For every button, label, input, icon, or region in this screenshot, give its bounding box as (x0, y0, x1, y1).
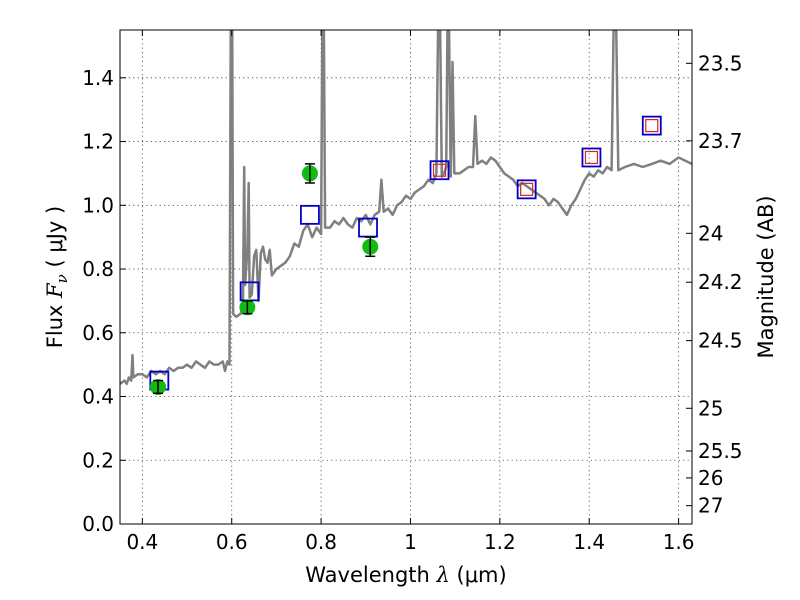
x-axis-label: Wavelength λ (μm) (305, 563, 506, 587)
model-band-square (581, 147, 602, 168)
y-tick-label: 0.6 (82, 321, 114, 345)
markers (149, 115, 662, 395)
mag-tick-label: 24.2 (698, 270, 743, 294)
y-tick-label: 0.0 (82, 512, 114, 536)
y-tick-label: 1.2 (82, 130, 114, 154)
mag-tick-label: 23.7 (698, 129, 743, 153)
model-spectrum-line (120, 30, 692, 386)
y-tick-label: 1.4 (82, 66, 114, 90)
x-tick-label: 1.6 (663, 530, 695, 554)
mag-tick-label: 26 (698, 466, 723, 490)
model-band-square (300, 204, 320, 225)
mag-tick-label: 25.5 (698, 439, 743, 463)
plot-frame (119, 29, 693, 525)
x-tick-label: 0.6 (216, 530, 248, 554)
ticks: 0.4 0.6 0.8 1 1.2 1.4 1.6 0.0 0.2 0.4 0.6 0.8 1.0 1.2… (82, 30, 743, 554)
x-tick-label: 0.4 (126, 530, 158, 554)
x-tick-label: 1.4 (573, 530, 605, 554)
mag-tick-label: 23.5 (698, 51, 743, 75)
mag-tick-label: 24 (698, 221, 723, 245)
model-band-square (516, 179, 537, 200)
plot-area (120, 30, 692, 386)
y-tick-label: 0.4 (82, 385, 114, 409)
model-band-inner-square (584, 150, 599, 165)
model-band-inner-square (645, 119, 659, 133)
y-tick-label: 1.0 (82, 193, 114, 217)
model-band-inner-square (432, 163, 447, 177)
y-tick-label: 0.2 (82, 448, 114, 472)
mag-tick-label: 24.5 (698, 329, 743, 353)
model-band-square (641, 115, 662, 136)
y2-axis-label: Magnitude (AB) (754, 195, 778, 358)
x-tick-label: 1 (404, 530, 417, 554)
x-tick-label: 0.8 (305, 530, 337, 554)
model-band-inner-square (520, 182, 534, 196)
x-tick-label: 1.2 (484, 530, 516, 554)
mag-tick-label: 25 (698, 396, 723, 420)
grid (120, 30, 692, 525)
y-axis-label: Flux Fν ( μJy ) (43, 206, 71, 348)
model-band-square (429, 160, 450, 181)
mag-tick-label: 27 (698, 494, 723, 518)
y-tick-label: 0.8 (82, 257, 114, 281)
